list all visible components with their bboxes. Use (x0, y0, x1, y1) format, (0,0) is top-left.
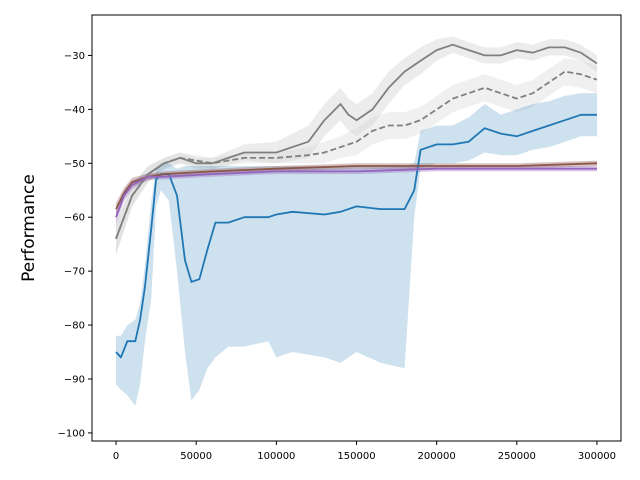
y-tick-label: −40 (64, 105, 85, 116)
x-tick-label: 150000 (337, 451, 375, 462)
x-tick-label: 50000 (180, 451, 212, 462)
series-band-3 (116, 93, 597, 406)
x-tick-label: 100000 (257, 451, 295, 462)
x-tick-label: 250000 (498, 451, 536, 462)
series-line-5 (115, 167, 597, 218)
y-tick-label: −30 (64, 51, 85, 62)
y-axis-label: Performance (19, 174, 39, 282)
y-tick-label: −80 (64, 321, 85, 332)
x-tick-label: 300000 (578, 451, 616, 462)
series-line-1 (115, 43, 598, 240)
confidence-bands (116, 36, 597, 406)
series-line-4 (115, 162, 598, 210)
y-tick-label: −50 (64, 159, 85, 170)
y-tick-label: −60 (64, 213, 85, 224)
x-axis: 0 50000 100000 150000 200000 250000 300000 (113, 441, 616, 462)
x-tick-label: 0 (113, 451, 119, 462)
series-line-2 (115, 70, 598, 240)
y-tick-label: −90 (64, 374, 85, 385)
series-band-4 (116, 160, 597, 216)
y-tick-label: −70 (64, 267, 85, 278)
series-lines (115, 43, 598, 359)
y-axis: −100 −90 −80 −70 −60 −50 −40 −30 (58, 51, 92, 439)
series-line-3 (115, 113, 597, 359)
series-band-2 (116, 58, 597, 255)
y-tick-label: −100 (58, 428, 85, 439)
x-tick-label: 200000 (418, 451, 456, 462)
